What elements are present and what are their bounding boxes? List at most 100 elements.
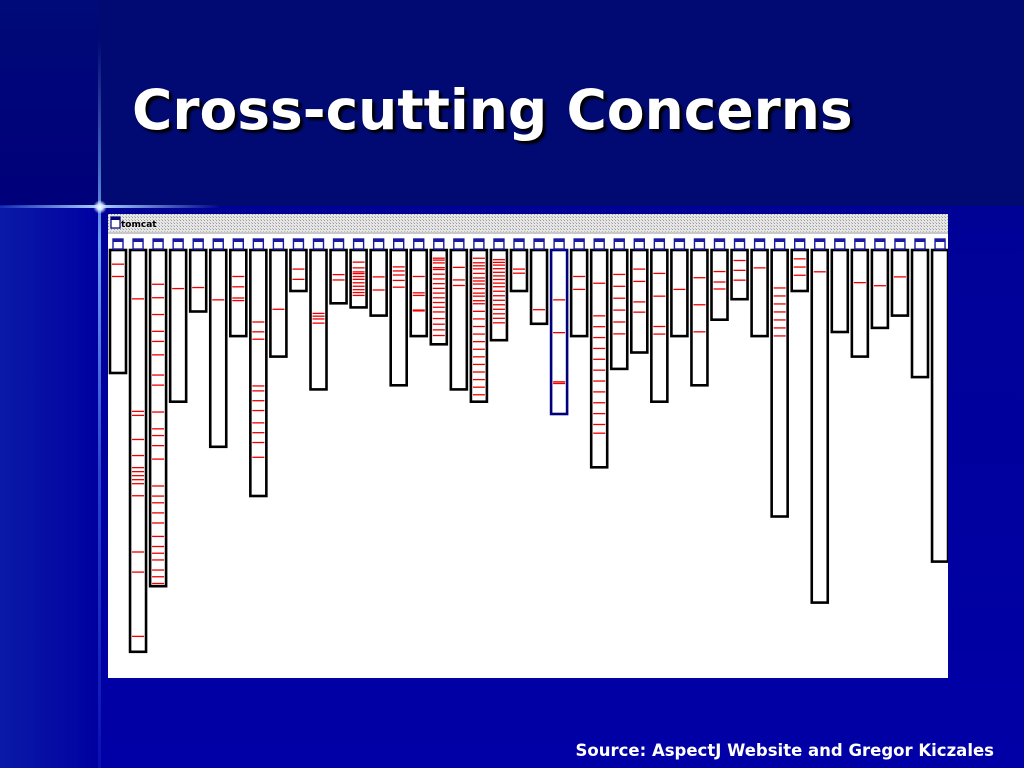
- module-bar-body: [229, 248, 248, 338]
- module-bar-body: [249, 248, 268, 498]
- module-bar-body: [810, 248, 830, 604]
- module-bar: [128, 238, 148, 654]
- decorative-horizontal-line: [0, 205, 220, 208]
- concern-mark: [432, 292, 445, 294]
- decorative-vertical-line: [98, 40, 101, 768]
- package-icon: [393, 238, 405, 250]
- concern-mark: [252, 400, 265, 402]
- concern-mark: [633, 301, 646, 303]
- package-icon: [332, 238, 345, 250]
- concern-mark: [492, 322, 505, 324]
- concern-mark: [773, 295, 786, 297]
- module-bar: [489, 238, 509, 342]
- concern-mark: [613, 309, 626, 311]
- concern-mark: [112, 275, 124, 278]
- concern-mark: [472, 283, 485, 285]
- concern-mark: [352, 285, 365, 287]
- concern-mark: [352, 267, 365, 269]
- package-icon: [172, 238, 184, 250]
- concern-mark: [492, 282, 505, 284]
- concern-mark: [132, 470, 145, 473]
- concern-mark: [352, 294, 365, 297]
- module-bar-body: [188, 248, 208, 313]
- concern-mark: [472, 310, 485, 312]
- package-icon: [513, 238, 525, 250]
- concern-mark: [352, 289, 365, 291]
- concern-mark: [132, 438, 145, 441]
- module-bar: [569, 238, 589, 338]
- concern-mark: [152, 559, 165, 561]
- concern-mark: [132, 635, 145, 638]
- package-icon: [573, 238, 585, 250]
- concern-mark: [773, 319, 786, 321]
- concern-mark: [152, 434, 165, 437]
- concern-mark: [773, 327, 786, 329]
- concern-mark: [392, 266, 405, 268]
- concern-mark: [593, 391, 606, 393]
- package-icon: [733, 238, 746, 250]
- module-bar: [168, 238, 188, 403]
- package-icon: [493, 238, 505, 250]
- package-icon: [292, 238, 305, 250]
- concern-mark: [513, 272, 525, 274]
- module-bar: [710, 238, 729, 321]
- concern-mark: [152, 283, 165, 285]
- concern-mark: [773, 303, 786, 305]
- concern-mark: [773, 287, 786, 289]
- concern-mark: [152, 502, 165, 504]
- concern-mark: [593, 347, 606, 350]
- concern-mark: [412, 309, 425, 311]
- concern-mark: [593, 336, 606, 339]
- concern-mark: [152, 411, 165, 413]
- package-icon: [653, 238, 666, 250]
- package-icon: [934, 238, 946, 250]
- module-bar: [229, 238, 248, 338]
- module-bar: [810, 238, 830, 604]
- module-bar: [148, 238, 168, 588]
- concern-mark: [152, 313, 165, 316]
- left-accent-band: [0, 206, 98, 768]
- package-icon: [794, 238, 806, 250]
- concern-mark: [653, 272, 666, 275]
- module-bar: [309, 238, 328, 391]
- concern-mark: [312, 315, 325, 317]
- concern-mark: [252, 338, 265, 340]
- concern-mark: [653, 333, 666, 335]
- module-bar: [609, 238, 629, 371]
- concern-mark: [152, 495, 165, 497]
- concern-mark: [412, 310, 425, 312]
- concern-mark: [793, 274, 806, 276]
- concern-mark: [492, 304, 505, 306]
- module-bar: [910, 238, 930, 379]
- concern-mark: [472, 325, 485, 328]
- concern-mark: [312, 312, 325, 315]
- module-bar-body: [770, 248, 789, 518]
- concern-mark: [432, 278, 445, 280]
- module-bar: [589, 238, 609, 469]
- module-bar: [369, 238, 388, 317]
- module-bar: [830, 238, 850, 334]
- concern-mark: [152, 340, 165, 343]
- concern-mark: [533, 309, 546, 311]
- module-bar: [349, 238, 368, 309]
- concern-mark: [472, 318, 485, 320]
- concern-mark: [392, 279, 405, 282]
- concern-mark: [873, 285, 886, 287]
- concern-mark: [232, 299, 245, 302]
- module-bar-body: [730, 248, 749, 301]
- concern-mark: [472, 257, 485, 259]
- concern-mark: [132, 414, 145, 417]
- concern-mark: [472, 300, 485, 302]
- tomcat-concern-diagram: tomcat: [108, 214, 948, 678]
- package-icon: [473, 238, 485, 250]
- concern-mark: [432, 297, 445, 299]
- concern-mark: [232, 275, 245, 278]
- module-bar: [389, 238, 409, 387]
- package-icon: [132, 238, 144, 250]
- concern-mark: [593, 326, 606, 328]
- concern-mark: [152, 384, 165, 386]
- package-icon: [914, 238, 926, 250]
- package-icon: [312, 238, 325, 250]
- concern-mark: [232, 297, 245, 299]
- package-icon: [112, 238, 124, 250]
